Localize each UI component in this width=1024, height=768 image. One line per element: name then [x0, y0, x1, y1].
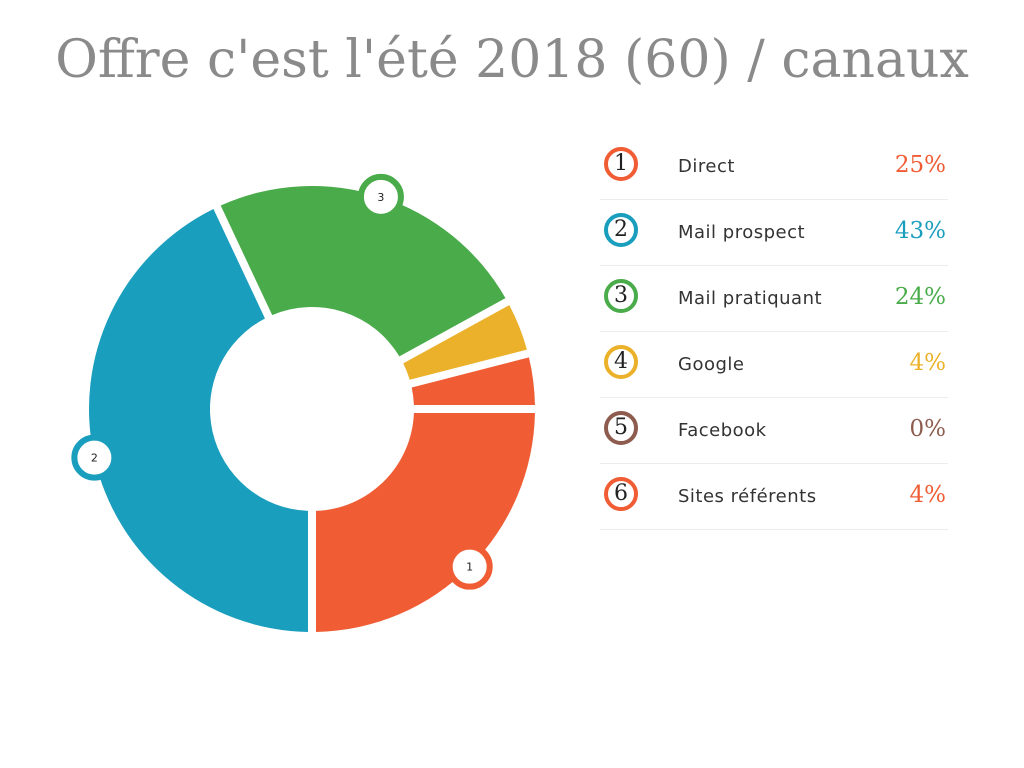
legend-item-sites-referents: 6 Sites référents 4%	[600, 464, 948, 530]
legend-value: 43%	[894, 218, 946, 244]
legend-value: 25%	[894, 152, 946, 178]
legend-item-google: 4 Google 4%	[600, 332, 948, 398]
chart-title: Offre c'est l'été 2018 (60) / canaux	[55, 30, 969, 90]
legend-badge: 5	[604, 411, 638, 445]
legend: 1 Direct 25% 2 Mail prospect 43% 3 Mail …	[600, 134, 948, 530]
slice-marker-ring	[357, 173, 404, 220]
legend-value: 4%	[909, 482, 947, 508]
slice-google	[403, 305, 527, 380]
legend-value: 24%	[894, 284, 946, 310]
slice-mail-pratiquant	[220, 185, 506, 357]
legend-label: Sites référents	[678, 486, 817, 507]
legend-value: 0%	[909, 416, 947, 442]
legend-item-mail-prospect: 2 Mail prospect 43%	[600, 200, 948, 266]
legend-item-mail-pratiquant: 3 Mail pratiquant 24%	[600, 266, 948, 332]
slice-marker-label: 2	[91, 452, 98, 465]
legend-label: Direct	[678, 156, 735, 177]
slice-marker-ring	[446, 543, 493, 590]
legend-label: Mail prospect	[678, 222, 806, 243]
slice-marker-3: 3	[357, 173, 404, 220]
slice-direct	[316, 413, 535, 632]
slice-mail-prospect	[89, 208, 309, 632]
legend-badge: 4	[604, 345, 638, 379]
slice-marker-2: 2	[71, 434, 118, 481]
legend-badge: 2	[604, 213, 638, 247]
legend-value: 4%	[909, 350, 947, 376]
legend-item-direct: 1 Direct 25%	[600, 134, 948, 200]
slice-marker-1: 1	[446, 543, 493, 590]
legend-badge: 1	[604, 147, 638, 181]
legend-label: Facebook	[678, 420, 767, 441]
legend-label: Mail pratiquant	[678, 288, 823, 309]
donut-chart: 1 2 3	[71, 173, 535, 632]
legend-badge: 6	[604, 477, 638, 511]
legend-label: Google	[678, 354, 745, 375]
slice-marker-ring	[71, 434, 118, 481]
slice-marker-label: 1	[466, 561, 473, 574]
legend-badge: 3	[604, 279, 638, 313]
legend-item-facebook: 5 Facebook 0%	[600, 398, 948, 464]
slice-marker-label: 3	[377, 191, 384, 204]
slice-sites-r-f-rents	[411, 357, 535, 405]
